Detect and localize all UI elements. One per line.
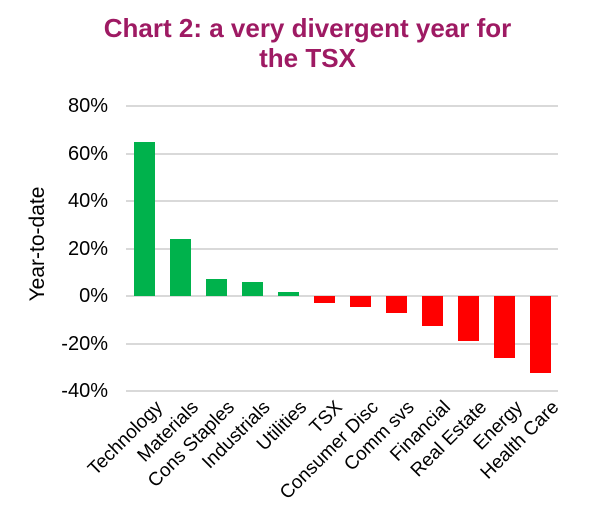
gridline-0 (126, 295, 558, 297)
y-tick-label-80: 80% (67, 95, 108, 117)
gridline--20 (126, 342, 558, 345)
bar-utilities (277, 291, 299, 296)
chart-title: Chart 2: a very divergent year for the T… (0, 13, 615, 73)
bar-cons-staples (205, 278, 227, 296)
y-tick-label-0: 0% (79, 285, 108, 307)
bar-tsx (313, 296, 335, 303)
chart-title-line2: the TSX (259, 43, 356, 73)
chart-title-line1: Chart 2: a very divergent year for (103, 13, 512, 43)
gridline--40 (126, 390, 558, 392)
y-tick-label-20: 20% (67, 237, 108, 260)
gridline-60 (126, 152, 558, 155)
y-tick-label-60: 60% (67, 142, 108, 165)
gridline-20 (126, 247, 558, 250)
y-tick-label--40: -40% (61, 380, 108, 402)
bar-comm-svs (385, 296, 407, 314)
bar-energy (493, 296, 515, 359)
bar-financial (421, 296, 443, 327)
y-tick-label-40: 40% (67, 190, 108, 212)
y-tick-label--20: -20% (61, 332, 108, 355)
bar-real-estate (457, 296, 479, 342)
bar-health-care (529, 296, 551, 373)
bar-consumer-disc (349, 296, 371, 308)
gridline-40 (126, 200, 558, 202)
bar-materials (169, 239, 191, 296)
bar-technology (133, 141, 155, 296)
gridline-80 (126, 105, 558, 107)
bar-industrials (241, 281, 263, 296)
